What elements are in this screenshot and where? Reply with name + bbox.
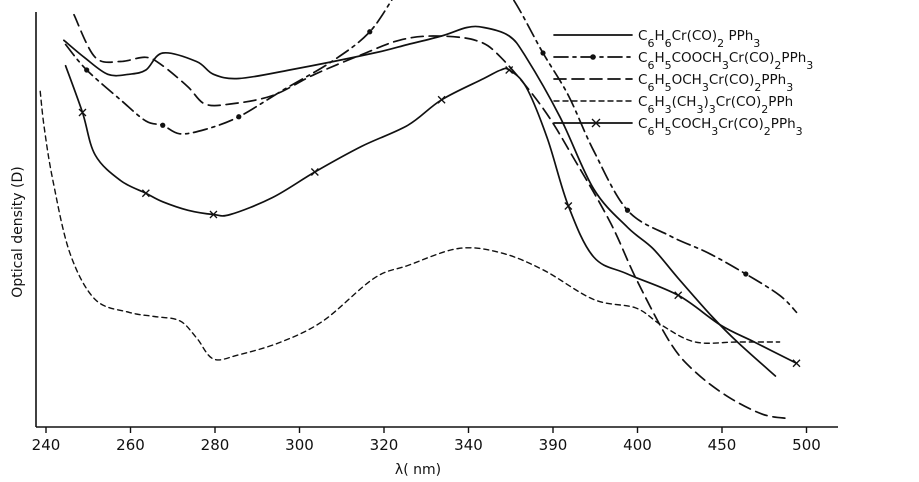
series-line-3 [73, 13, 789, 420]
dot-marker [160, 122, 166, 128]
x-marker [437, 95, 446, 104]
dot-marker [84, 67, 90, 73]
x-marker [141, 189, 150, 198]
x-marker [674, 291, 683, 300]
x-tick-label: 240 [32, 436, 61, 454]
series-line-2 [64, 0, 798, 314]
legend-label: C6H5COCH3Cr(CO)2PPh3 [638, 116, 803, 138]
x-axis-title: λ( nm) [395, 462, 441, 478]
x-marker [792, 359, 801, 368]
y-axis-title: Optical density (D) [10, 166, 26, 297]
x-tick-label: 400 [623, 436, 652, 454]
x-marker [310, 168, 319, 176]
dot-marker [367, 29, 373, 35]
x-tick-label: 260 [116, 436, 145, 454]
legend-item: C6H5OCH3Cr(CO)2PPh3 [553, 72, 793, 94]
legend-label: C6H6Cr(CO)2 PPh3 [638, 28, 760, 50]
x-tick-label: 450 [708, 436, 737, 454]
x-tick-label: 300 [285, 436, 314, 454]
legend-label: C6H3(CH3)3Cr(CO)2PPh [638, 94, 793, 116]
x-tick-label: 390 [539, 436, 568, 454]
series-line-1 [63, 25, 777, 377]
x-marker [505, 66, 514, 74]
series-line-5 [64, 64, 798, 365]
x-ticks: 240 260 280 300 320 340 390 400 450 500 [32, 427, 821, 454]
dot-marker [540, 50, 546, 56]
x-marker [564, 202, 573, 210]
dot-marker [624, 207, 631, 213]
x-tick-label: 280 [201, 436, 230, 454]
legend-item: C6H5COCH3Cr(CO)2PPh3 [553, 116, 803, 138]
x-tick-label: 500 [792, 436, 821, 454]
x-marker [78, 108, 87, 117]
dot-marker [743, 271, 749, 277]
markers [78, 29, 801, 368]
legend-label: C6H5OCH3Cr(CO)2PPh3 [638, 72, 793, 94]
legend: C6H6Cr(CO)2 PPh3C6H5COOCH3Cr(CO)2PPh3C6H… [553, 28, 813, 138]
legend-label: C6H5COOCH3Cr(CO)2PPh3 [638, 50, 813, 72]
x-tick-label: 320 [370, 436, 399, 454]
legend-item: C6H3(CH3)3Cr(CO)2PPh [553, 94, 793, 116]
x-tick-label: 340 [454, 436, 483, 454]
series-line-4 [39, 90, 781, 361]
axes [35, 12, 838, 428]
legend-item: C6H6Cr(CO)2 PPh3 [553, 28, 760, 50]
dot-marker [236, 114, 242, 120]
legend-x-marker [591, 118, 601, 128]
x-marker [209, 210, 218, 219]
legend-dot-marker [590, 54, 596, 60]
legend-item: C6H5COOCH3Cr(CO)2PPh3 [553, 50, 813, 72]
